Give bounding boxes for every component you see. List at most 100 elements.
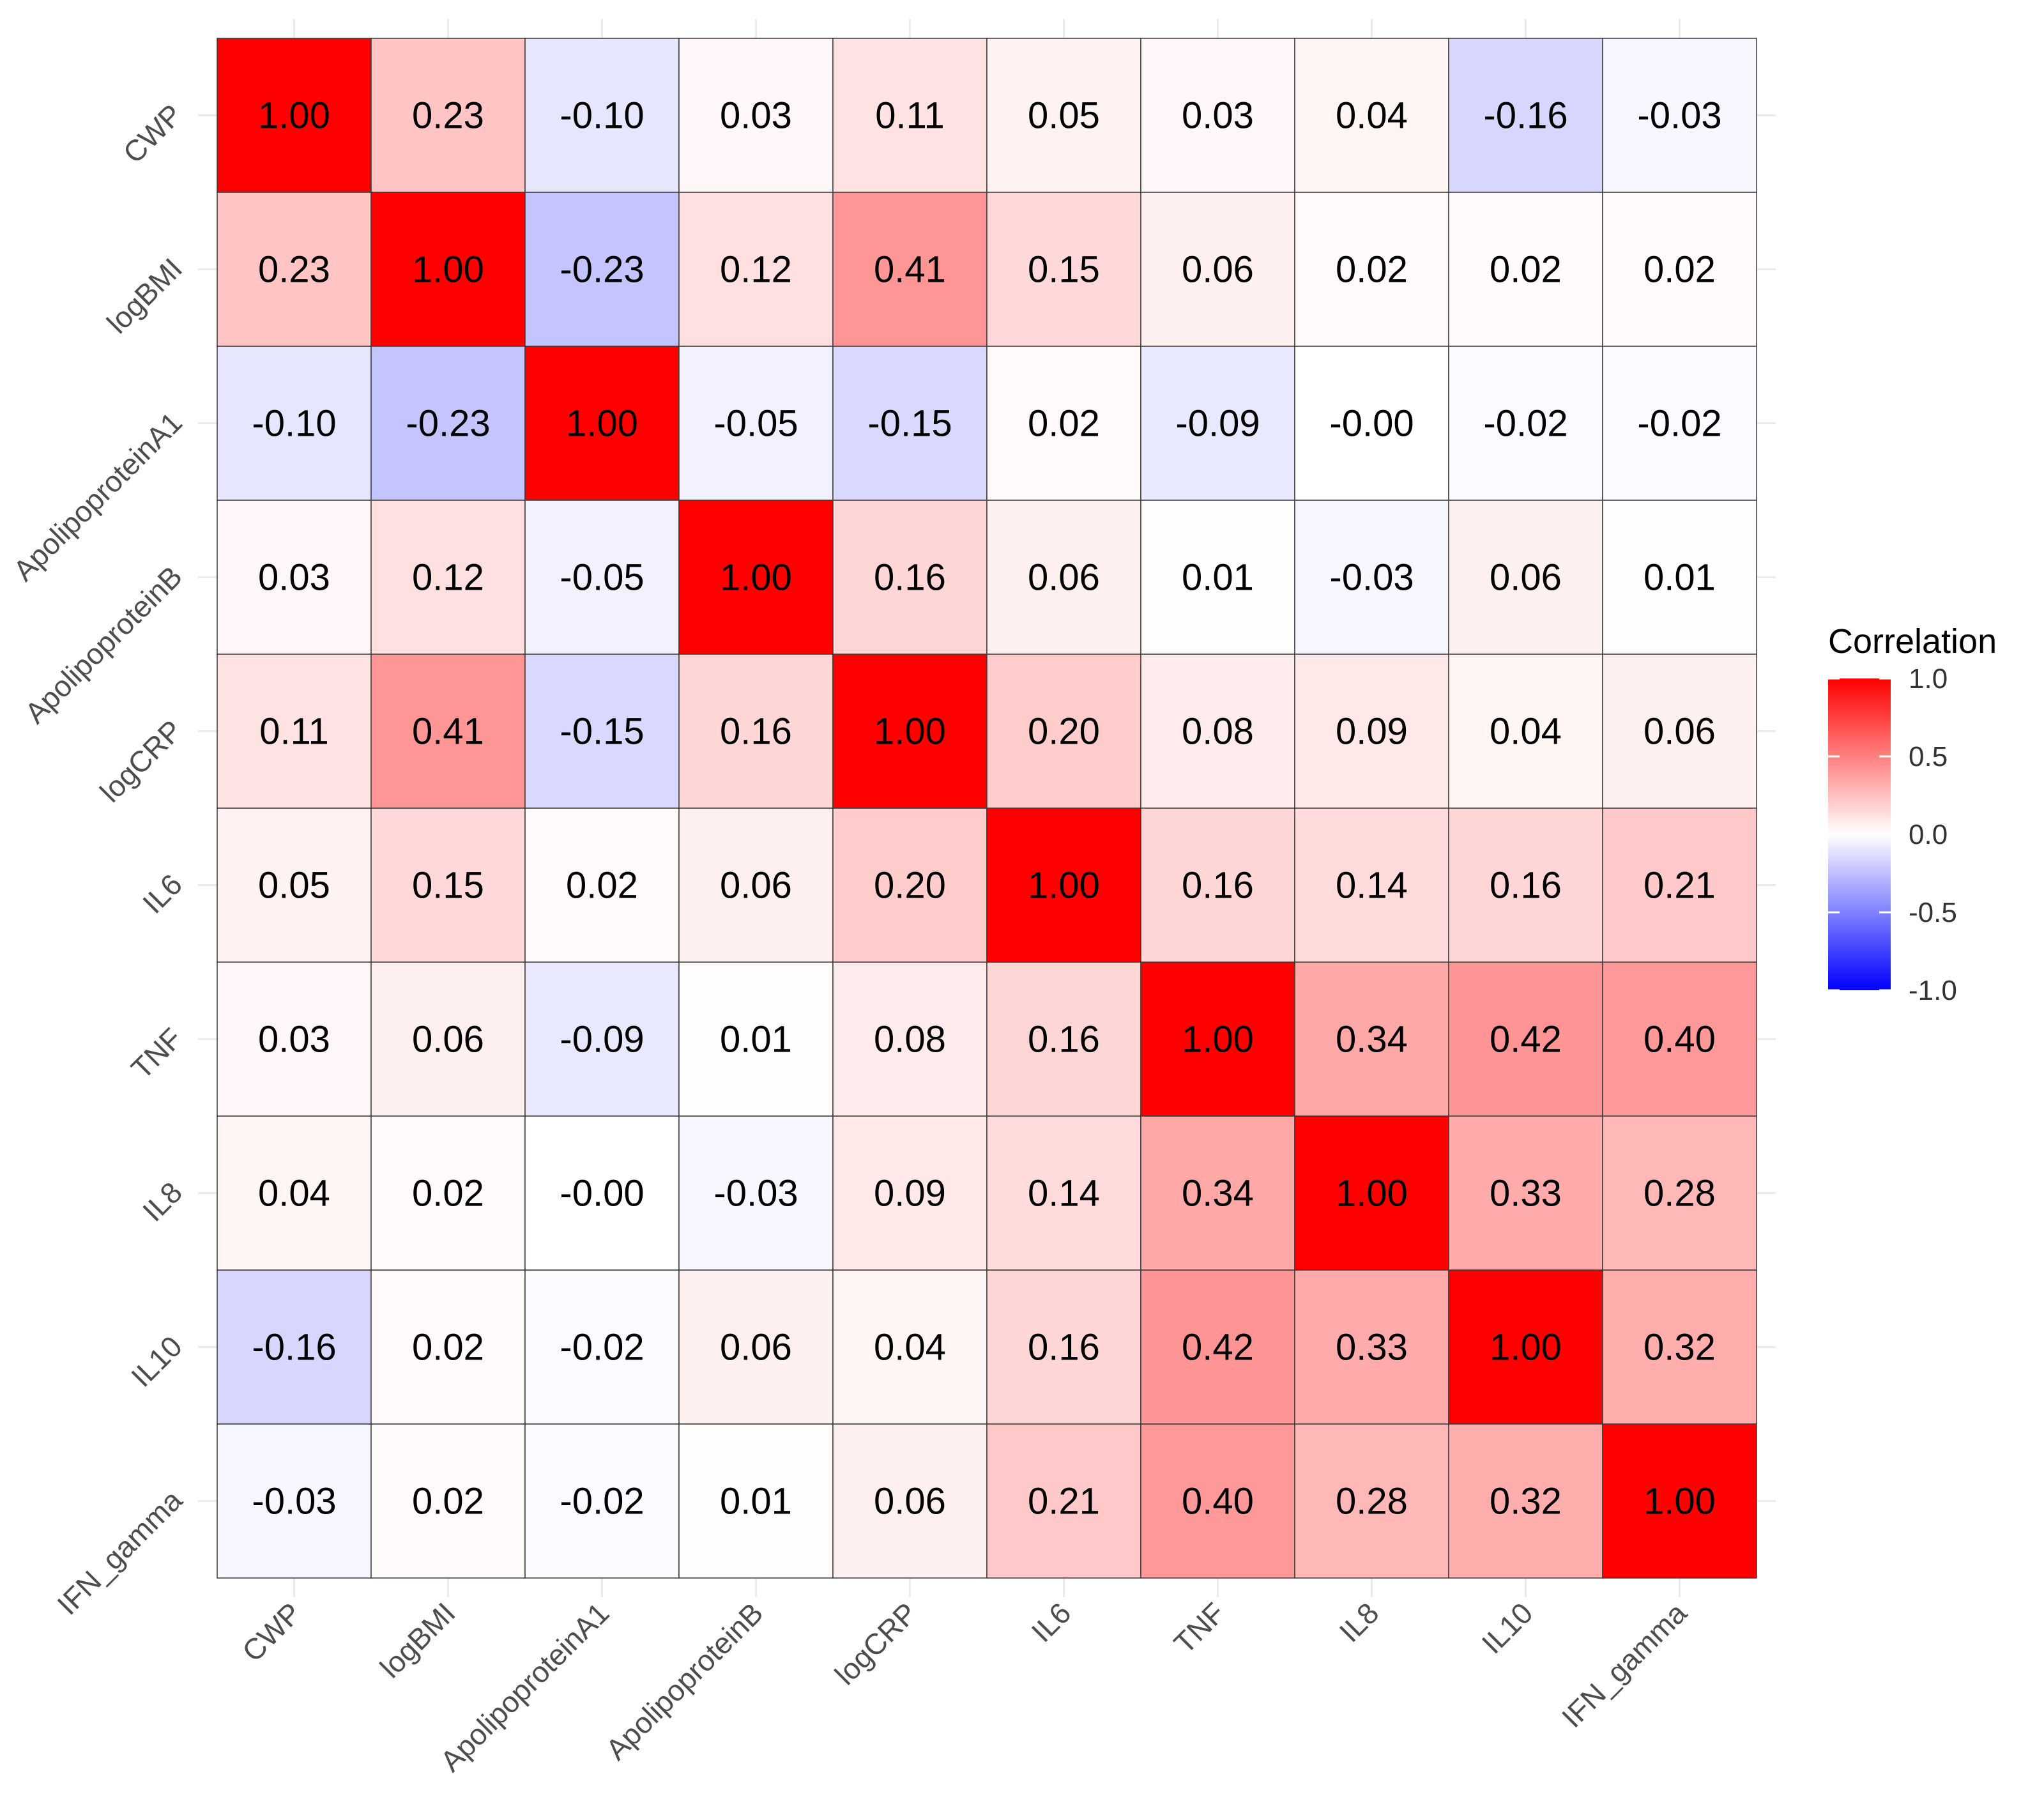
cell-value-label: 0.14 — [1336, 865, 1408, 907]
heatmap-cell-apolipoproteinb-il8 — [1294, 500, 1449, 655]
heatmap-cell-il8-il10 — [1448, 1115, 1603, 1271]
cell-value-label: -0.02 — [1637, 403, 1721, 445]
cell-value-label: 0.02 — [412, 1173, 484, 1214]
cell-value-label: 0.15 — [1028, 249, 1100, 291]
cell-value-label: 0.20 — [874, 865, 946, 907]
heatmap-cell-logbmi-il8 — [1294, 192, 1449, 347]
heatmap-cell-tnf-tnf — [1140, 961, 1295, 1117]
cell-value-label: 0.01 — [720, 1019, 792, 1061]
heatmap-cell-logbmi-cwp — [217, 192, 372, 347]
cell-value-label: 0.06 — [1490, 557, 1562, 599]
cell-value-label: 0.34 — [1336, 1019, 1408, 1061]
heatmap-cell-logbmi-apolipoproteina1 — [524, 192, 680, 347]
heatmap-cell-cwp-il10 — [1448, 38, 1603, 193]
heatmap-cell-cwp-il6 — [986, 38, 1141, 193]
cell-value-label: 0.04 — [258, 1173, 330, 1214]
cell-value-label: 1.00 — [1644, 1481, 1716, 1522]
cell-value-label: 0.16 — [1490, 865, 1562, 907]
heatmap-cell-tnf-ifn-gamma — [1602, 961, 1757, 1117]
cell-value-label: 0.42 — [1490, 1019, 1562, 1061]
cell-value-label: 1.00 — [1028, 865, 1100, 907]
cell-value-label: 0.23 — [412, 95, 484, 137]
heatmap-cell-apolipoproteina1-tnf — [1140, 346, 1295, 501]
heatmap-cell-apolipoproteina1-logcrp — [832, 346, 988, 501]
heatmap-cell-logbmi-apolipoproteinb — [678, 192, 834, 347]
heatmap-cell-il10-tnf — [1140, 1269, 1295, 1425]
cell-value-label: 1.00 — [874, 711, 946, 753]
cell-value-label: 0.05 — [1028, 95, 1100, 137]
cell-value-label: 1.00 — [1336, 1173, 1408, 1214]
heatmap-cell-logbmi-tnf — [1140, 192, 1295, 347]
cell-value-label: 0.06 — [1028, 557, 1100, 599]
cell-value-label: -0.03 — [252, 1481, 336, 1522]
y-axis-label-logcrp: logCRP — [93, 714, 188, 809]
heatmap-cell-cwp-logbmi — [370, 38, 526, 193]
heatmap-cell-apolipoproteinb-cwp — [217, 500, 372, 655]
heatmap-cell-il10-ifn-gamma — [1602, 1269, 1757, 1425]
heatmap-cell-il8-ifn-gamma — [1602, 1115, 1757, 1271]
y-axis-label-apolipoproteina1: ApolipoproteinA1 — [7, 406, 189, 588]
heatmap-cell-il10-cwp — [217, 1269, 372, 1425]
cell-value-label: -0.23 — [560, 249, 644, 291]
heatmap-cell-apolipoproteina1-il10 — [1448, 346, 1603, 501]
cell-value-label: 0.33 — [1336, 1327, 1408, 1368]
heatmap-cell-cwp-logcrp — [832, 38, 988, 193]
cell-value-label: 0.09 — [1336, 711, 1408, 753]
x-axis-label-cwp: CWP — [236, 1596, 308, 1668]
cell-value-label: 0.02 — [1336, 249, 1408, 291]
heatmap-cell-apolipoproteina1-ifn-gamma — [1602, 346, 1757, 501]
heatmap-cell-logcrp-tnf — [1140, 654, 1295, 809]
cell-value-label: 0.14 — [1028, 1173, 1100, 1214]
heatmap-cell-ifn-gamma-tnf — [1140, 1423, 1295, 1579]
heatmap-cell-tnf-logbmi — [370, 961, 526, 1117]
y-axis-label-cwp: CWP — [116, 98, 188, 170]
heatmap-cell-il10-logcrp — [832, 1269, 988, 1425]
cell-value-label: 0.16 — [1028, 1327, 1100, 1368]
heatmap-cell-ifn-gamma-il6 — [986, 1423, 1141, 1579]
heatmap-cell-il8-il6 — [986, 1115, 1141, 1271]
y-axis-label-il10: IL10 — [125, 1329, 188, 1393]
cell-value-label: 0.04 — [1336, 95, 1408, 137]
cell-value-label: 0.32 — [1490, 1481, 1562, 1522]
heatmap-cell-logcrp-il10 — [1448, 654, 1603, 809]
heatmap-cell-tnf-il8 — [1294, 961, 1449, 1117]
heatmap-cell-cwp-ifn-gamma — [1602, 38, 1757, 193]
cell-value-label: 1.00 — [1490, 1327, 1562, 1368]
cell-value-label: 0.28 — [1644, 1173, 1716, 1214]
cell-value-label: 1.00 — [566, 403, 638, 445]
heatmap-cell-il6-il8 — [1294, 808, 1449, 963]
heatmap-cell-cwp-il8 — [1294, 38, 1449, 193]
cell-value-label: -0.10 — [252, 403, 336, 445]
cell-value-label: 0.03 — [258, 557, 330, 599]
heatmap-cell-apolipoproteina1-logbmi — [370, 346, 526, 501]
heatmap-cell-il6-il10 — [1448, 808, 1603, 963]
heatmap-cell-ifn-gamma-logbmi — [370, 1423, 526, 1579]
cell-value-label: 0.06 — [1644, 711, 1716, 753]
heatmap-cell-logcrp-il6 — [986, 654, 1141, 809]
heatmap-cell-logbmi-il6 — [986, 192, 1141, 347]
cell-value-label: -0.15 — [560, 711, 644, 753]
cell-value-label: 0.20 — [1028, 711, 1100, 753]
y-axis-label-tnf: TNF — [125, 1022, 188, 1085]
cell-value-label: -0.00 — [560, 1173, 644, 1214]
heatmap-cell-cwp-apolipoproteinb — [678, 38, 834, 193]
cell-value-label: 0.34 — [1182, 1173, 1254, 1214]
heatmap-cell-logbmi-logbmi — [370, 192, 526, 347]
x-axis-label-apolipoproteinb: ApolipoproteinB — [599, 1596, 769, 1766]
x-axis-label-il10: IL10 — [1475, 1596, 1539, 1660]
cell-value-label: -0.09 — [560, 1019, 644, 1061]
x-axis-label-apolipoproteina1: ApolipoproteinA1 — [434, 1596, 616, 1778]
legend-tick-label: -1.0 — [1909, 975, 1957, 1006]
cell-value-label: -0.16 — [1483, 95, 1567, 137]
cell-value-label: -0.16 — [252, 1327, 336, 1368]
y-axis-label-il6: IL6 — [136, 868, 188, 920]
x-axis-label-ifn-gamma: IFN_gamma — [1555, 1596, 1693, 1734]
cell-value-label: 0.04 — [1490, 711, 1562, 753]
cell-value-label: 0.06 — [874, 1481, 946, 1522]
cell-value-label: 0.02 — [1490, 249, 1562, 291]
heatmap-cell-tnf-il6 — [986, 961, 1141, 1117]
heatmap-cell-apolipoproteina1-il8 — [1294, 346, 1449, 501]
cell-value-label: -0.05 — [560, 557, 644, 599]
cell-value-label: -0.02 — [560, 1481, 644, 1522]
heatmap-cell-apolipoproteinb-tnf — [1140, 500, 1295, 655]
